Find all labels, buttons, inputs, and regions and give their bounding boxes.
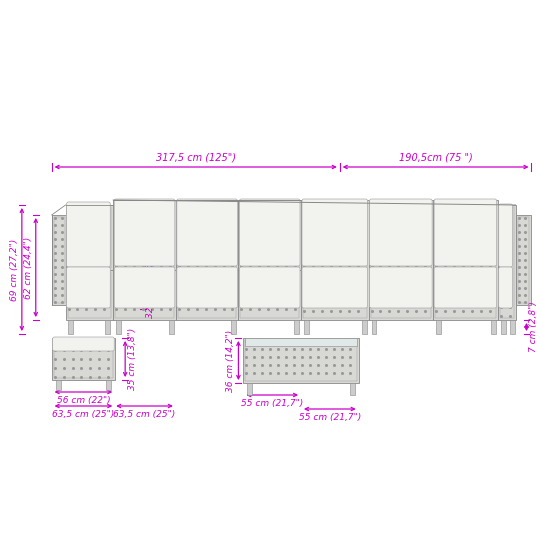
Bar bbox=[68, 207, 111, 268]
Bar bbox=[116, 320, 121, 334]
FancyBboxPatch shape bbox=[498, 204, 512, 267]
FancyBboxPatch shape bbox=[369, 267, 432, 308]
Bar bbox=[240, 272, 299, 318]
FancyBboxPatch shape bbox=[66, 267, 110, 308]
FancyBboxPatch shape bbox=[239, 267, 300, 308]
Bar bbox=[115, 202, 174, 268]
Bar bbox=[239, 200, 301, 270]
Bar bbox=[350, 383, 355, 395]
Bar bbox=[68, 320, 72, 334]
Bar bbox=[178, 272, 237, 318]
Bar bbox=[433, 200, 498, 320]
Bar bbox=[115, 272, 174, 318]
Bar bbox=[362, 320, 367, 334]
Bar bbox=[52, 338, 115, 380]
Text: 63,5 cm (25"): 63,5 cm (25") bbox=[113, 410, 176, 419]
Bar bbox=[491, 320, 496, 334]
Text: 63,5 cm (25"): 63,5 cm (25") bbox=[52, 410, 114, 419]
Bar bbox=[516, 215, 531, 305]
Text: 69 cm (27,2"): 69 cm (27,2") bbox=[10, 238, 19, 301]
Bar bbox=[56, 380, 60, 390]
Text: 55 cm (21,7"): 55 cm (21,7") bbox=[241, 399, 303, 408]
Bar bbox=[113, 270, 176, 320]
Bar bbox=[436, 320, 441, 334]
Bar bbox=[368, 200, 433, 320]
Bar bbox=[304, 320, 309, 334]
Bar bbox=[372, 320, 376, 334]
FancyBboxPatch shape bbox=[434, 199, 497, 266]
FancyBboxPatch shape bbox=[498, 267, 512, 308]
Text: 36 cm (14,2"): 36 cm (14,2") bbox=[226, 329, 235, 392]
Bar bbox=[53, 340, 113, 378]
Bar bbox=[294, 320, 299, 334]
FancyBboxPatch shape bbox=[239, 199, 300, 266]
Bar bbox=[178, 202, 237, 268]
Bar bbox=[113, 200, 176, 270]
Bar bbox=[510, 320, 515, 334]
Bar bbox=[65, 270, 113, 320]
FancyBboxPatch shape bbox=[177, 267, 238, 308]
Bar bbox=[176, 200, 239, 270]
Bar bbox=[303, 202, 367, 318]
Bar bbox=[65, 205, 113, 270]
FancyBboxPatch shape bbox=[114, 199, 175, 266]
Bar bbox=[68, 272, 111, 318]
Bar bbox=[370, 202, 431, 318]
Bar bbox=[232, 320, 237, 334]
FancyBboxPatch shape bbox=[177, 199, 238, 266]
Bar bbox=[244, 338, 359, 383]
Bar bbox=[245, 338, 356, 346]
Bar bbox=[301, 200, 368, 320]
Text: 35 cm (13,8"): 35 cm (13,8") bbox=[128, 328, 137, 390]
FancyBboxPatch shape bbox=[434, 267, 497, 308]
FancyBboxPatch shape bbox=[52, 337, 114, 351]
Bar bbox=[247, 383, 252, 395]
Text: 62 cm (24,4"): 62 cm (24,4") bbox=[24, 237, 33, 299]
Bar bbox=[106, 380, 111, 390]
Bar bbox=[501, 320, 505, 334]
Bar bbox=[517, 217, 530, 303]
Text: 190,5cm (75 "): 190,5cm (75 ") bbox=[399, 153, 472, 163]
Bar bbox=[53, 217, 65, 303]
Bar bbox=[105, 320, 110, 334]
Text: 317,5 cm (125"): 317,5 cm (125") bbox=[156, 153, 235, 163]
FancyBboxPatch shape bbox=[114, 267, 175, 308]
Text: 32 cm (12,6"): 32 cm (12,6") bbox=[146, 256, 155, 318]
Bar bbox=[240, 202, 299, 268]
FancyBboxPatch shape bbox=[302, 199, 368, 266]
FancyBboxPatch shape bbox=[369, 199, 432, 266]
FancyBboxPatch shape bbox=[302, 267, 368, 308]
Text: 55 cm (21,7"): 55 cm (21,7") bbox=[299, 413, 361, 422]
Text: 7 cm (2,8"): 7 cm (2,8") bbox=[530, 302, 538, 353]
Bar bbox=[498, 205, 516, 320]
Bar bbox=[169, 320, 174, 334]
Bar bbox=[239, 270, 301, 320]
Text: 56 cm (22"): 56 cm (22") bbox=[57, 396, 110, 405]
Bar bbox=[176, 270, 239, 320]
Bar bbox=[500, 207, 514, 318]
Bar bbox=[245, 340, 356, 381]
Bar bbox=[52, 215, 66, 305]
FancyBboxPatch shape bbox=[66, 202, 110, 267]
Bar bbox=[435, 202, 496, 318]
